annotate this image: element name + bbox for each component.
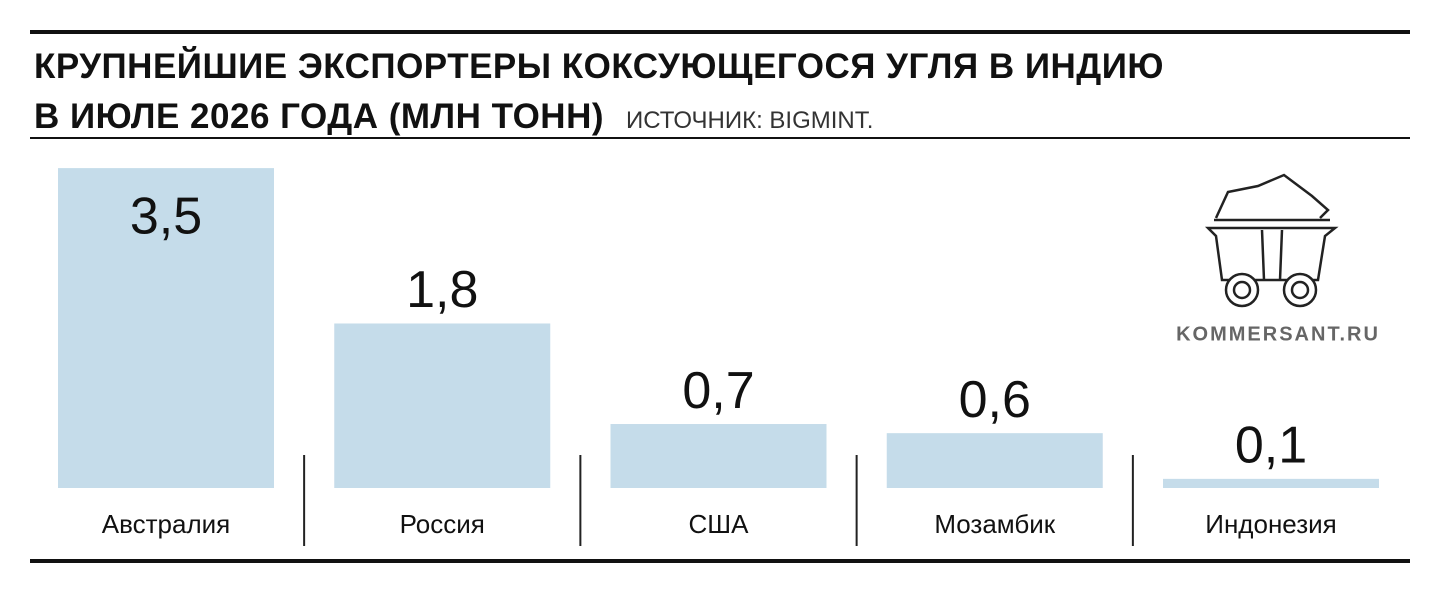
value-label: 0,6 [959,371,1031,429]
bar [886,433,1103,488]
header: КРУПНЕЙШИЕ ЭКСПОРТЕРЫ КОКСУЮЩЕГОСЯ УГЛЯ … [34,45,1414,145]
bar [610,424,827,488]
bar [58,168,274,488]
bar [1163,478,1379,488]
value-label: 0,7 [682,362,754,420]
cart-icon [1204,173,1339,308]
value-label: 0,1 [1235,417,1307,475]
bottom-rule [30,559,1410,563]
chart-title: КРУПНЕЙШИЕ ЭКСПОРТЕРЫ КОКСУЮЩЕГОСЯ УГЛЯ … [34,47,1164,136]
value-label: 3,5 [130,188,202,246]
x-tick-label: Россия [400,509,485,539]
value-label: 1,8 [406,261,478,319]
title-rule [30,137,1410,139]
x-tick-label: Мозамбик [934,509,1055,539]
bar [334,323,551,488]
x-tick-label: США [689,509,750,539]
source: ИСТОЧНИК: BIGMINT. [626,107,874,134]
x-tick-label: Австралия [102,509,230,539]
x-tick-label: Индонезия [1205,509,1336,539]
watermark: KOMMERSANT.RU [1176,323,1380,345]
top-rule [30,30,1410,34]
